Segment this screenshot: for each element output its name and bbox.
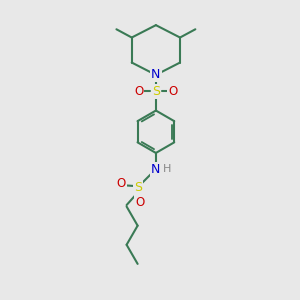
Text: O: O <box>168 85 178 98</box>
Text: H: H <box>163 164 171 174</box>
Text: S: S <box>134 181 142 194</box>
Text: S: S <box>152 85 160 98</box>
Text: O: O <box>117 177 126 190</box>
Text: O: O <box>135 196 145 209</box>
Text: N: N <box>151 163 160 176</box>
Text: O: O <box>134 85 143 98</box>
Text: N: N <box>151 68 160 81</box>
